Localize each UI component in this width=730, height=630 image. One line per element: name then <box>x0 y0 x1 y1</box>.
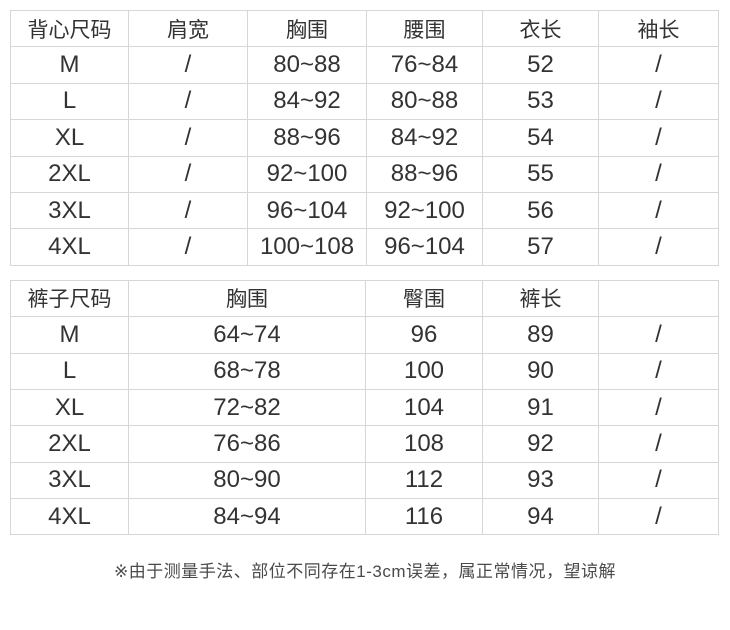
column-header-waist: 腰围 <box>366 9 483 48</box>
measurement-cell: / <box>598 498 719 536</box>
column-header-empty <box>598 279 719 318</box>
measurement-cell: 90 <box>482 352 599 390</box>
table-row: 3XL 80~90 112 93/ <box>10 461 719 500</box>
measurement-cell: 116 <box>365 498 483 536</box>
size-label-cell: 3XL <box>10 191 129 230</box>
vest-size-table: 背心尺码 肩宽 胸围 腰围 衣长 袖长 M/80~88 76~84 52/L/84~… <box>10 9 719 266</box>
table-row: 4XL/100~108 96~104 57/ <box>10 228 719 266</box>
vest-table-body: M/80~88 76~84 52/L/84~92 80~88 53/XL/88~96 84… <box>10 46 719 266</box>
measurement-cell: 96 <box>365 316 483 354</box>
measurement-cell: 53 <box>482 82 599 121</box>
pants-table-header-row: 裤子尺码 胸围 臀围 裤长 <box>10 279 719 318</box>
column-header-pants-size: 裤子尺码 <box>10 279 129 318</box>
measurement-cell: 88~96 <box>366 155 483 193</box>
measurement-cell: / <box>128 46 248 84</box>
measurement-cell: / <box>598 425 719 463</box>
measurement-cell: / <box>598 461 719 500</box>
size-label-cell: XL <box>10 119 129 157</box>
measurement-cell: 108 <box>365 425 483 463</box>
measurement-cell: 80~90 <box>128 461 366 500</box>
measurement-cell: / <box>598 155 719 193</box>
column-header-shoulder-width: 肩宽 <box>128 9 248 48</box>
measurement-cell: / <box>128 119 248 157</box>
measurement-cell: / <box>598 228 719 266</box>
column-header-chest: 胸围 <box>247 9 367 48</box>
size-label-cell: XL <box>10 388 129 427</box>
measurement-cell: 57 <box>482 228 599 266</box>
table-row: 2XL 76~86 108 92/ <box>10 425 719 463</box>
measurement-cell: / <box>598 388 719 427</box>
measurement-cell: 88~96 <box>247 119 367 157</box>
measurement-cell: 100~108 <box>247 228 367 266</box>
measurement-cell: 100 <box>365 352 483 390</box>
table-row: M/80~88 76~84 52/ <box>10 46 719 84</box>
measurement-cell: / <box>128 155 248 193</box>
measurement-cell: / <box>128 228 248 266</box>
size-label-cell: 2XL <box>10 425 129 463</box>
measurement-cell: / <box>598 316 719 354</box>
measurement-cell: 93 <box>482 461 599 500</box>
measurement-cell: 84~92 <box>247 82 367 121</box>
measurement-cell: 104 <box>365 388 483 427</box>
measurement-cell: 68~78 <box>128 352 366 390</box>
measurement-cell: 89 <box>482 316 599 354</box>
measurement-cell: 94 <box>482 498 599 536</box>
size-label-cell: 4XL <box>10 498 129 536</box>
measurement-cell: 55 <box>482 155 599 193</box>
measurement-cell: 80~88 <box>366 82 483 121</box>
measurement-cell: 80~88 <box>247 46 367 84</box>
column-header-pants-length: 裤长 <box>482 279 599 318</box>
vest-table-header-row: 背心尺码 肩宽 胸围 腰围 衣长 袖长 <box>10 9 719 48</box>
measurement-cell: 52 <box>482 46 599 84</box>
measurement-disclaimer-footnote: ※由于测量手法、部位不同存在1-3cm误差，属正常情况，望谅解 <box>114 562 616 582</box>
measurement-cell: 92~100 <box>247 155 367 193</box>
measurement-cell: / <box>598 46 719 84</box>
table-row: XL 72~82 104 91/ <box>10 388 719 427</box>
measurement-cell: / <box>598 352 719 390</box>
pants-table-body: M 64~74 96 89/L 68~78 100 90/XL 72~82 104 91/2XL 7… <box>10 316 719 536</box>
measurement-cell: 54 <box>482 119 599 157</box>
measurement-cell: 72~82 <box>128 388 366 427</box>
size-label-cell: 3XL <box>10 461 129 500</box>
table-row: 4XL 84~94 116 94/ <box>10 498 719 536</box>
table-row: 2XL/92~100 88~96 55/ <box>10 155 719 193</box>
table-row: XL/88~96 84~92 54/ <box>10 119 719 157</box>
measurement-cell: 76~86 <box>128 425 366 463</box>
column-header-chest: 胸围 <box>128 279 366 318</box>
measurement-cell: 92 <box>482 425 599 463</box>
measurement-cell: / <box>128 191 248 230</box>
size-label-cell: L <box>10 82 129 121</box>
measurement-cell: / <box>598 119 719 157</box>
measurement-cell: 76~84 <box>366 46 483 84</box>
size-label-cell: 4XL <box>10 228 129 266</box>
table-row: L 68~78 100 90/ <box>10 352 719 390</box>
measurement-cell: 56 <box>482 191 599 230</box>
measurement-cell: 96~104 <box>247 191 367 230</box>
measurement-cell: 84~94 <box>128 498 366 536</box>
measurement-cell: 91 <box>482 388 599 427</box>
measurement-cell: 92~100 <box>366 191 483 230</box>
measurement-cell: / <box>598 191 719 230</box>
measurement-cell: 64~74 <box>128 316 366 354</box>
size-label-cell: L <box>10 352 129 390</box>
size-label-cell: M <box>10 46 129 84</box>
size-label-cell: 2XL <box>10 155 129 193</box>
measurement-cell: 84~92 <box>366 119 483 157</box>
table-row: L/84~92 80~88 53/ <box>10 82 719 121</box>
size-label-cell: M <box>10 316 129 354</box>
column-header-vest-size: 背心尺码 <box>10 9 129 48</box>
pants-size-table: 裤子尺码 胸围 臀围 裤长 M 64~74 96 89/L 68~78 100 90/XL 7… <box>10 279 719 536</box>
measurement-cell: 112 <box>365 461 483 500</box>
measurement-cell: 96~104 <box>366 228 483 266</box>
measurement-cell: / <box>128 82 248 121</box>
column-header-garment-length: 衣长 <box>482 9 599 48</box>
table-row: M 64~74 96 89/ <box>10 316 719 354</box>
column-header-hip: 臀围 <box>365 279 483 318</box>
table-row: 3XL/96~104 92~100 56/ <box>10 191 719 230</box>
measurement-cell: / <box>598 82 719 121</box>
column-header-sleeve-length: 袖长 <box>598 9 719 48</box>
